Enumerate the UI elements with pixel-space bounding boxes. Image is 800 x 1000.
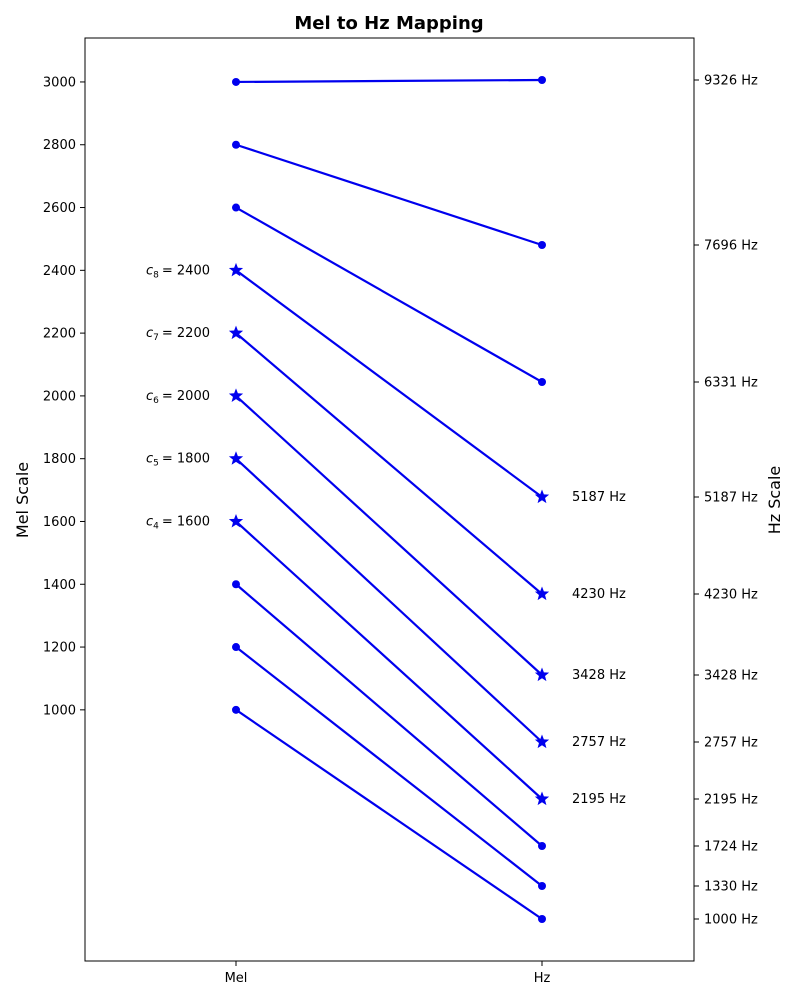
hz-point-marker <box>538 378 546 386</box>
mel-center-label: c6 = 2000 <box>146 389 210 406</box>
x-axis-ticks: Mel Hz <box>225 961 551 986</box>
hz-point-marker <box>538 842 546 850</box>
y-axis-label-right: Hz Scale <box>765 466 784 535</box>
mapping-line <box>235 332 543 595</box>
mapping-lines <box>235 78 543 920</box>
mel-center-subscript: 8 <box>153 270 159 280</box>
right-tick-label: 4230 Hz <box>704 588 758 603</box>
mel-point-marker <box>232 77 240 86</box>
hz-center-label: 2757 Hz <box>572 735 626 750</box>
hz-center-label: 5187 Hz <box>572 490 626 505</box>
plot-area-frame <box>84 37 695 962</box>
mapping-line <box>235 520 543 800</box>
hz-star-marker <box>534 667 550 682</box>
left-tick-label: 1200 <box>43 641 76 656</box>
mapping-line <box>235 395 543 676</box>
mel-star-marker <box>228 388 244 402</box>
right-tick-label: 7696 Hz <box>704 239 758 254</box>
mel-star-marker <box>228 262 244 277</box>
mel-center-symbol: c <box>146 514 153 529</box>
mapping-line <box>235 206 543 383</box>
mel-center-subscript: 7 <box>153 333 159 343</box>
mel-center-symbol: c <box>146 452 153 467</box>
hz-point-marker <box>538 882 546 890</box>
mel-center-label: c7 = 2200 <box>146 326 210 343</box>
hz-point-marker <box>538 76 546 84</box>
right-tick-label: 2195 Hz <box>704 793 758 808</box>
mel-star-marker <box>228 513 244 528</box>
mel-star-marker <box>228 451 244 465</box>
left-tick-label: 3000 <box>43 75 76 90</box>
left-tick-label: 1600 <box>43 515 76 530</box>
mapping-line <box>235 78 543 84</box>
left-tick-label: 2200 <box>43 327 76 342</box>
mapping-line <box>235 646 543 887</box>
right-tick-label: 1330 Hz <box>704 880 758 895</box>
mel-center-label: c5 = 1800 <box>146 452 210 469</box>
mel-center-value: = 2200 <box>162 326 210 341</box>
hz-star-marker <box>534 489 550 504</box>
mapping-line <box>235 143 543 247</box>
mel-point-marker <box>232 705 240 714</box>
mel-center-subscript: 5 <box>153 459 159 469</box>
chart-title: Mel to Hz Mapping <box>294 13 483 34</box>
mel-center-value: = 1600 <box>162 514 210 529</box>
mel-center-value: = 1800 <box>162 452 210 467</box>
right-tick-label: 5187 Hz <box>704 491 758 506</box>
mel-center-subscript: 6 <box>153 396 159 406</box>
mel-point-marker <box>232 203 240 212</box>
mel-center-symbol: c <box>146 389 153 404</box>
hz-star-marker <box>534 734 550 749</box>
y-axis-label-left: Mel Scale <box>13 462 32 538</box>
left-tick-label: 1000 <box>43 703 76 718</box>
left-tick-label: 2600 <box>43 201 76 216</box>
left-tick-label: 1800 <box>43 452 76 467</box>
hz-center-label: 2195 Hz <box>572 792 626 807</box>
hz-center-label: 3428 Hz <box>572 668 626 683</box>
left-tick-label: 2800 <box>43 138 76 153</box>
right-axis-ticks: 1000 Hz 1330 Hz 1724 Hz 2195 Hz 2757 Hz 3428 … <box>694 74 758 928</box>
hz-point-marker <box>538 241 546 249</box>
right-tick-label: 6331 Hz <box>704 376 758 391</box>
mel-center-value: = 2000 <box>162 389 210 404</box>
mel-point-marker <box>232 580 240 589</box>
x-tick-label: Hz <box>534 971 551 986</box>
mel-point-marker <box>232 140 240 149</box>
mapping-line <box>235 583 543 847</box>
left-axis-ticks: 1000 1200 1400 1600 1800 2000 2200 2400 2600 2800… <box>43 75 85 718</box>
hz-star-marker <box>534 791 550 806</box>
mapping-markers <box>228 76 550 923</box>
mel-center-symbol: c <box>146 263 153 278</box>
right-tick-label: 1724 Hz <box>704 840 758 855</box>
mapping-line <box>235 269 543 498</box>
hz-center-label: 4230 Hz <box>572 587 626 602</box>
left-tick-label: 2400 <box>43 264 76 279</box>
mel-center-subscript: 4 <box>153 521 159 531</box>
x-tick-label: Mel <box>225 971 248 986</box>
mel-star-marker <box>228 325 244 340</box>
hz-point-marker <box>538 915 546 923</box>
mel-center-symbol: c <box>146 326 153 341</box>
right-tick-label: 9326 Hz <box>704 74 758 89</box>
mel-point-marker <box>232 643 240 652</box>
mapping-line <box>235 708 543 920</box>
right-tick-label: 1000 Hz <box>704 913 758 928</box>
hz-star-marker <box>534 586 550 601</box>
mel-center-value: = 2400 <box>162 263 210 278</box>
mel-center-label: c8 = 2400 <box>146 263 210 280</box>
left-tick-label: 2000 <box>43 389 76 404</box>
mapping-line <box>235 457 543 743</box>
right-tick-label: 3428 Hz <box>704 669 758 684</box>
right-tick-label: 2757 Hz <box>704 736 758 751</box>
left-tick-label: 1400 <box>43 578 76 593</box>
mel-center-label: c4 = 1600 <box>146 514 210 531</box>
